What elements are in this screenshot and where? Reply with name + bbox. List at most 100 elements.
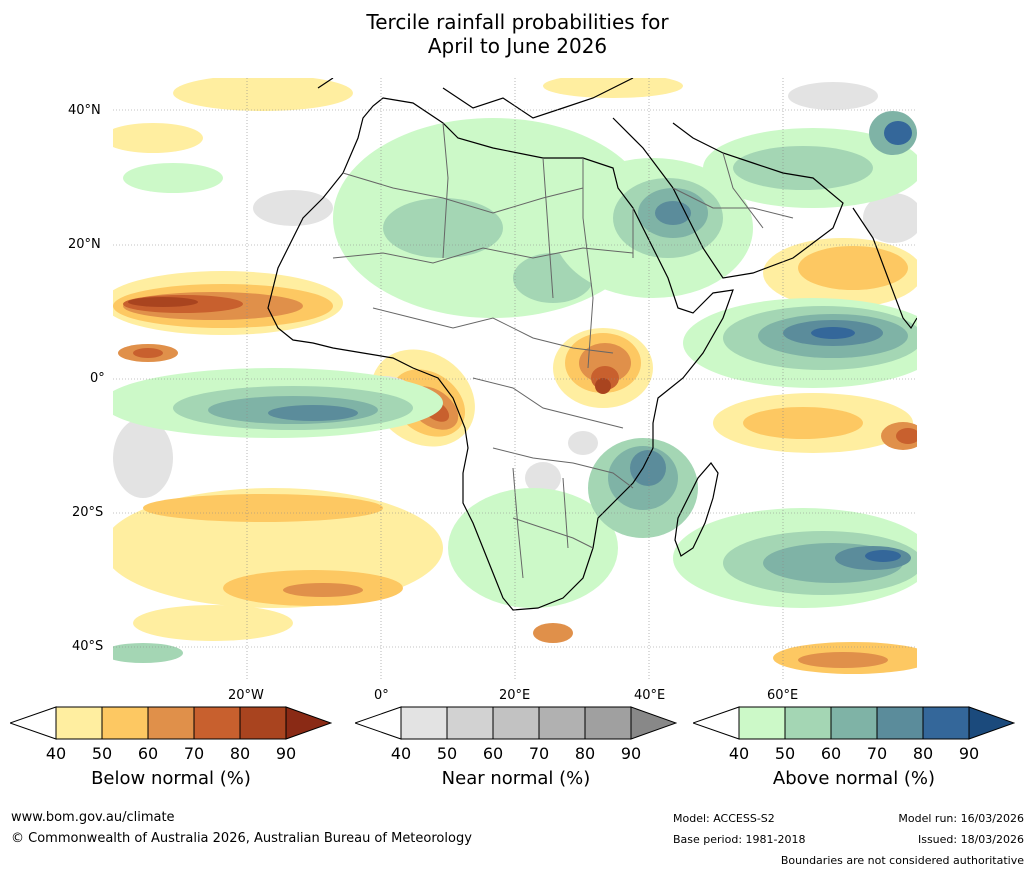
above-segment-70 [876, 706, 924, 740]
below-segment-70 [193, 706, 241, 740]
above-normal-colorbar [693, 706, 1015, 740]
near-tick-80: 80 [574, 744, 596, 763]
below-tick-60: 60 [137, 744, 159, 763]
near-tick-90: 90 [620, 744, 642, 763]
below-tick-40: 40 [45, 744, 67, 763]
above-normal-patch [123, 163, 223, 193]
below-segment-90 [285, 706, 332, 740]
near-normal-patch [568, 431, 598, 455]
below-normal-patch [743, 407, 863, 439]
below-normal-patch [143, 494, 383, 522]
near-segment-70 [538, 706, 586, 740]
model-run-date: Model run: 16/03/2026 [898, 812, 1024, 825]
above-normal-patch [113, 643, 183, 663]
below-normal-patch [595, 378, 611, 394]
india-coastline [852, 207, 917, 330]
base-period: Base period: 1981-2018 [673, 833, 806, 846]
europe-coastline [317, 78, 634, 119]
above-normal-patch [733, 146, 873, 190]
rainfall-probability-map [113, 78, 917, 681]
latitude-label-40n: 40°N [68, 103, 101, 118]
above-tick-40: 40 [728, 744, 750, 763]
colorbar-lower-extension [10, 706, 57, 740]
above-segment-40 [738, 706, 786, 740]
near-segment-40 [400, 706, 448, 740]
above-normal-title: Above normal (%) [772, 768, 936, 789]
above-segment-60 [830, 706, 878, 740]
above-normal-patch [630, 450, 666, 486]
below-normal-patch [113, 123, 203, 153]
near-segment-90 [630, 706, 677, 740]
above-normal-patch [448, 488, 618, 608]
near-tick-40: 40 [390, 744, 412, 763]
boundary-disclaimer: Boundaries are not considered authoritat… [780, 854, 1024, 867]
below-segment-40 [55, 706, 103, 740]
below-normal-patch [173, 78, 353, 111]
below-tick-80: 80 [229, 744, 251, 763]
near-tick-70: 70 [528, 744, 550, 763]
above-segment-80 [922, 706, 970, 740]
latitude-label-40s: 40°S [72, 639, 104, 654]
title-line-1: Tercile rainfall probabilities for [366, 10, 669, 34]
longitude-label-60e: 60°E [767, 688, 799, 703]
copyright-notice: © Commonwealth of Australia 2026, Austra… [11, 831, 472, 846]
below-tick-50: 50 [91, 744, 113, 763]
above-normal-patch [811, 327, 855, 339]
above-tick-70: 70 [866, 744, 888, 763]
below-normal-title: Below normal (%) [91, 768, 251, 789]
below-normal-patch [798, 652, 888, 668]
above-normal-patch [383, 198, 503, 258]
below-normal-patch [128, 297, 198, 307]
near-normal-colorbar [355, 706, 677, 740]
below-normal-patch [798, 246, 908, 290]
below-tick-70: 70 [183, 744, 205, 763]
issued-date: Issued: 18/03/2026 [917, 833, 1024, 846]
near-segment-80 [584, 706, 632, 740]
above-segment-90 [968, 706, 1015, 740]
above-tick-50: 50 [774, 744, 796, 763]
below-tick-90: 90 [275, 744, 297, 763]
model-name: Model: ACCESS-S2 [673, 812, 775, 825]
graticule [113, 78, 917, 681]
below-normal-patch [579, 343, 631, 383]
near-normal-patch [788, 82, 878, 110]
arabia-coastline [612, 117, 844, 279]
below-normal-patch [133, 348, 163, 358]
below-normal-colorbar [10, 706, 332, 740]
below-normal-patch [283, 583, 363, 597]
latitude-label-20n: 20°N [68, 237, 101, 252]
near-tick-60: 60 [482, 744, 504, 763]
title-line-2: April to June 2026 [427, 34, 608, 58]
longitude-label-0: 0° [374, 688, 389, 703]
below-segment-80 [239, 706, 287, 740]
website-link[interactable]: www.bom.gov.au/climate [11, 810, 175, 825]
near-tick-50: 50 [436, 744, 458, 763]
near-normal-patch [863, 193, 917, 243]
colorbar-lower-extension [693, 706, 740, 740]
above-tick-90: 90 [958, 744, 980, 763]
near-normal-patch [113, 418, 173, 498]
near-normal-title: Near normal (%) [441, 768, 591, 789]
longitude-label-20w: 20°W [228, 688, 264, 703]
longitude-label-40e: 40°E [634, 688, 666, 703]
above-tick-80: 80 [912, 744, 934, 763]
africa-coastline [267, 97, 734, 611]
country-borders [332, 122, 794, 579]
above-normal-patch [865, 550, 901, 562]
above-segment-50 [784, 706, 832, 740]
latitude-label-equator: 0° [90, 371, 105, 386]
above-normal-patch [268, 405, 358, 421]
latitude-label-20s: 20°S [72, 505, 104, 520]
longitude-label-20e: 20°E [499, 688, 531, 703]
below-segment-60 [147, 706, 195, 740]
near-normal-patch [253, 190, 333, 226]
colorbar-lower-extension [355, 706, 402, 740]
near-segment-60 [492, 706, 540, 740]
madagascar-coastline [674, 462, 719, 557]
above-tick-60: 60 [820, 744, 842, 763]
below-normal-patch [896, 428, 917, 444]
near-normal-patch [525, 462, 561, 494]
below-normal-patch [533, 623, 573, 643]
below-segment-50 [101, 706, 149, 740]
above-normal-patch [884, 121, 912, 145]
